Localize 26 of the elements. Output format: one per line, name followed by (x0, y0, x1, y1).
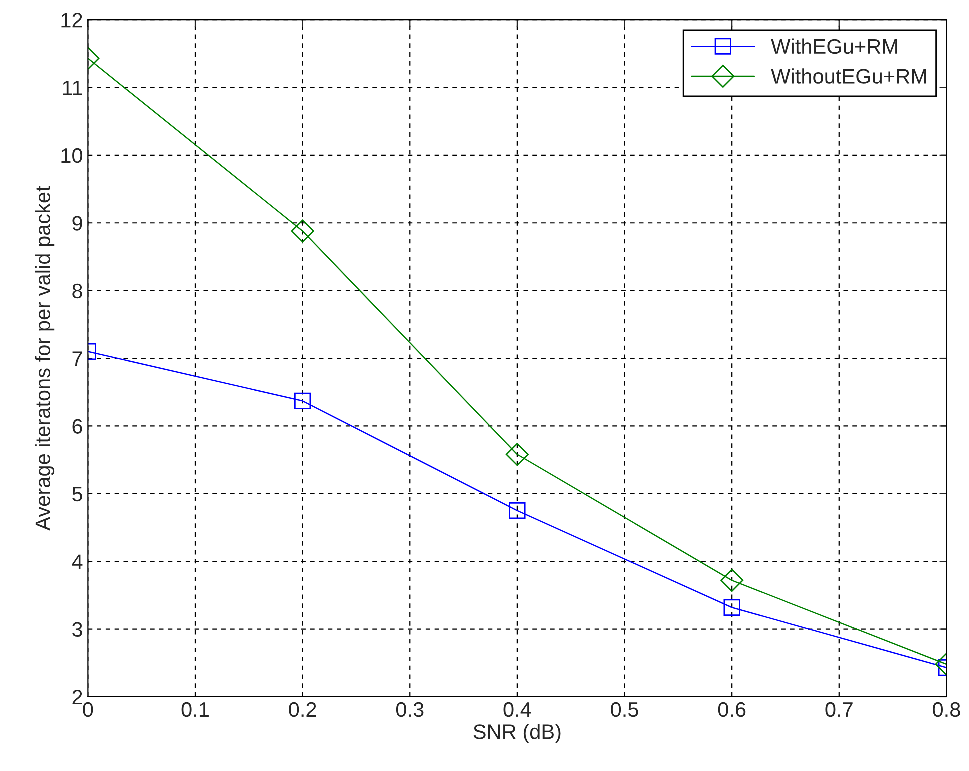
y-tick-label: 7 (72, 352, 82, 366)
x-tick-label: 0.4 (504, 702, 532, 718)
y-tick-label: 8 (72, 284, 82, 299)
x-tick-label: 0.8 (933, 702, 960, 718)
y-tick-label: 9 (72, 216, 82, 231)
legend-label: WithEGu+RM (771, 38, 898, 54)
x-tick-label: 0.3 (396, 702, 424, 718)
y-tick-label: 2 (72, 690, 82, 705)
x-tick-label: 0.2 (289, 702, 316, 718)
y-tick-label: 3 (72, 622, 82, 638)
y-tick-label: 6 (72, 419, 82, 434)
y-axis-title: Average iteratons for per valid packet (35, 186, 55, 531)
x-tick-label: 0.5 (611, 702, 638, 718)
y-tick-label: 11 (63, 80, 82, 96)
x-tick-label: 0.7 (826, 702, 853, 718)
legend-label: WithoutEGu+RM (771, 68, 926, 84)
y-tick-label: 10 (62, 148, 83, 164)
x-tick-label: 0 (83, 702, 94, 718)
x-axis-title: SNR (dB) (474, 724, 561, 744)
y-tick-label: 4 (72, 554, 83, 570)
x-tick-label: 0.1 (182, 702, 209, 718)
y-tick-label: 5 (72, 487, 82, 502)
point (509, 502, 526, 520)
point (506, 443, 529, 466)
x-tick-label: 0.6 (718, 702, 746, 718)
y-tick-label: 12 (62, 13, 82, 28)
